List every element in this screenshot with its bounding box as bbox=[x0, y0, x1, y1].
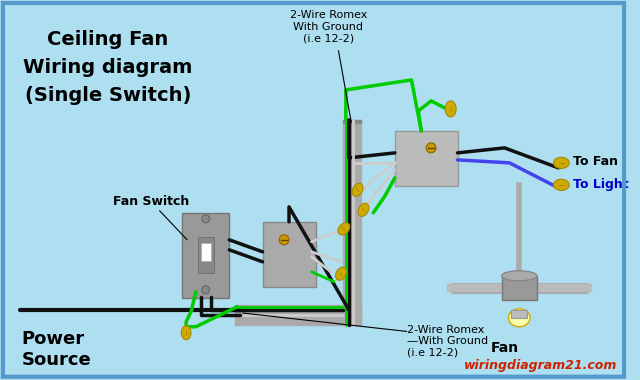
Text: Wiring diagram: Wiring diagram bbox=[23, 59, 193, 78]
Text: To Light: To Light bbox=[573, 178, 628, 192]
Bar bbox=[182, 213, 229, 298]
Bar bbox=[201, 243, 211, 261]
Text: Power
Source: Power Source bbox=[22, 330, 92, 369]
Bar bbox=[511, 310, 527, 318]
Ellipse shape bbox=[338, 223, 350, 235]
Text: Fan Switch: Fan Switch bbox=[113, 195, 189, 240]
Ellipse shape bbox=[358, 203, 369, 216]
Circle shape bbox=[426, 143, 436, 153]
Text: 2-Wire Romex
—With Ground
(i.e 12-2): 2-Wire Romex —With Ground (i.e 12-2) bbox=[406, 325, 488, 358]
Text: Ceiling Fan: Ceiling Fan bbox=[47, 30, 168, 49]
Ellipse shape bbox=[554, 157, 569, 168]
Ellipse shape bbox=[352, 183, 363, 196]
Ellipse shape bbox=[181, 326, 191, 340]
Text: Fan: Fan bbox=[490, 341, 518, 355]
Text: wiringdiagram21.com: wiringdiagram21.com bbox=[464, 359, 617, 372]
Ellipse shape bbox=[554, 179, 569, 190]
Circle shape bbox=[279, 235, 289, 245]
Bar bbox=[395, 131, 458, 186]
Ellipse shape bbox=[508, 309, 530, 327]
Text: 2-Wire Romex
With Ground
(i.e 12-2): 2-Wire Romex With Ground (i.e 12-2) bbox=[289, 10, 367, 43]
Bar bbox=[262, 222, 316, 287]
Ellipse shape bbox=[445, 101, 456, 117]
Circle shape bbox=[202, 286, 210, 294]
Circle shape bbox=[202, 215, 210, 223]
Bar bbox=[198, 237, 214, 273]
Text: To Fan: To Fan bbox=[573, 155, 618, 168]
Ellipse shape bbox=[502, 271, 537, 281]
Ellipse shape bbox=[335, 267, 346, 280]
Text: (Single Switch): (Single Switch) bbox=[24, 86, 191, 105]
Bar bbox=[502, 276, 537, 300]
